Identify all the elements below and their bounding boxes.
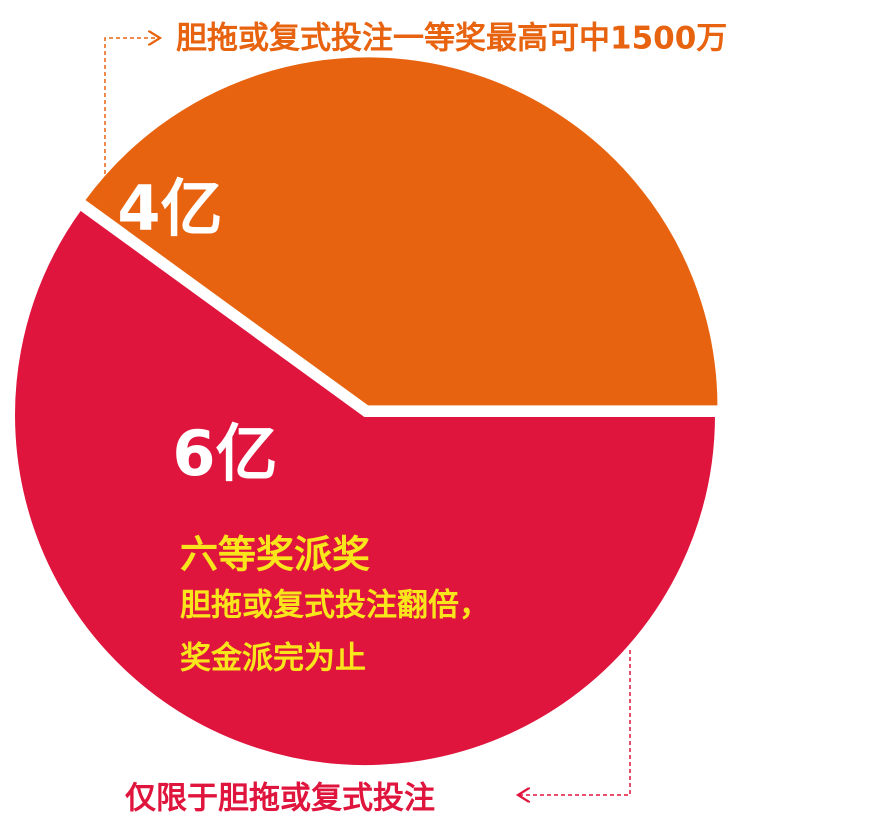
inner-annotation: 六等奖派奖 bbox=[180, 533, 370, 577]
top-annotation: 胆拖或复式投注一等奖最高可中1500万 bbox=[176, 21, 727, 57]
inner-annotation: 胆拖或复式投注翻倍， bbox=[180, 588, 490, 624]
value-label: 6亿 bbox=[172, 417, 277, 490]
inner-annotation: 奖金派完为止 bbox=[180, 641, 366, 677]
bottom-connector bbox=[518, 650, 631, 795]
pie-slice bbox=[11, 205, 720, 769]
pie-slice bbox=[79, 53, 722, 410]
value-label: 4亿 bbox=[117, 172, 222, 245]
pie bbox=[11, 53, 722, 769]
top-connector bbox=[104, 38, 160, 195]
bottom-annotation: 仅限于胆拖或复式投注 bbox=[125, 781, 435, 817]
